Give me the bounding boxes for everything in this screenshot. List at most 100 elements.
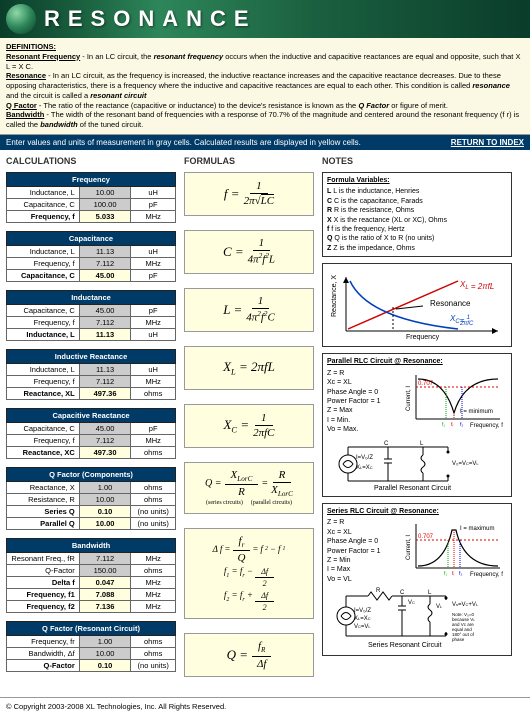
svg-text:Current, I: Current, I bbox=[406, 535, 412, 560]
calculations-column: CALCULATIONS Frequency Inductance, L10.0… bbox=[6, 156, 176, 691]
inductance-title: Inductance bbox=[7, 290, 176, 304]
frequency-c-unit[interactable]: pF bbox=[131, 198, 176, 210]
bw-fr-input[interactable]: 7.112 bbox=[79, 552, 131, 564]
svg-text:f₂: f₂ bbox=[460, 422, 463, 428]
table-row: Inductance, L11.13uH bbox=[7, 363, 176, 375]
table-row: Resonant Freq., fR7.112MHz bbox=[7, 552, 176, 564]
qcomp-x-input[interactable]: 1.00 bbox=[79, 481, 131, 493]
formula-frequency: f =12π√LC bbox=[184, 172, 314, 216]
qcomp-r-input[interactable]: 10.00 bbox=[79, 493, 131, 505]
table-row: Frequency, f7.112MHz bbox=[7, 316, 176, 328]
parallel-line: Phase Angle = 0 bbox=[327, 388, 397, 397]
svg-text:XL=XC: XL=XC bbox=[354, 616, 371, 622]
svg-text:I = minimum: I = minimum bbox=[460, 409, 493, 415]
formulas-column: FORMULAS f =12π√LC C =14π2f2L L =14π2f2C… bbox=[184, 156, 314, 691]
indreact-l-input[interactable]: 11.13 bbox=[79, 363, 131, 375]
var-line: R R is the resistance, Ohms bbox=[327, 206, 507, 215]
capacitance-l-input[interactable]: 11.13 bbox=[79, 245, 131, 257]
series-line: I = Max bbox=[327, 565, 397, 574]
series-circuit-diagram: R VC VLLC I=V₀/ZXL=XCVC=VL Vs=VC+VL Note… bbox=[328, 586, 506, 650]
capreact-c-input[interactable]: 45.00 bbox=[79, 422, 131, 434]
svg-text:Frequency: Frequency bbox=[406, 334, 440, 341]
svg-text:VC=VL: VC=VL bbox=[354, 624, 371, 630]
svg-text:VL: VL bbox=[436, 604, 443, 610]
svg-text:fᵣ: fᵣ bbox=[451, 422, 454, 428]
svg-text:f₂: f₂ bbox=[459, 571, 462, 577]
table-row: Reactance, X1.00ohms bbox=[7, 481, 176, 493]
content-row: CALCULATIONS Frequency Inductance, L10.0… bbox=[0, 150, 530, 697]
series-line: Xc = XL bbox=[327, 528, 397, 537]
parallel-response-chart: 0.707 I = minimum f₁fᵣf₂ Frequency, f Cu… bbox=[404, 371, 504, 429]
svg-text:Reactance, X: Reactance, X bbox=[331, 275, 338, 317]
series-line: Z = Min bbox=[327, 556, 397, 565]
var-line: C C is the capacitance, Farads bbox=[327, 197, 507, 206]
qcirc-fr-input[interactable]: 1.00 bbox=[79, 635, 131, 647]
svg-text:I=V₀/Z: I=V₀/Z bbox=[354, 608, 371, 614]
capacitance-result: 45.00 bbox=[79, 269, 131, 281]
table-row: Capacitance, C45.00pF bbox=[7, 422, 176, 434]
svg-text:C: C bbox=[400, 590, 405, 596]
var-line: Q Q is the ratio of X to R (no units) bbox=[327, 234, 507, 243]
svg-text:L: L bbox=[428, 590, 432, 596]
inductance-result: 11.13 bbox=[79, 328, 131, 340]
table-row: Resistance, R10.00ohms bbox=[7, 493, 176, 505]
var-line: Z Z is the impedance, Ohms bbox=[327, 244, 507, 253]
capreact-f-input[interactable]: 7.112 bbox=[79, 434, 131, 446]
svg-text:L: L bbox=[420, 441, 424, 447]
svg-text:Vs=VC+VL: Vs=VC+VL bbox=[452, 602, 479, 608]
formula-qfactor-circuit: Q =fRΔf bbox=[184, 633, 314, 677]
resonance-chart-box: XL = 2πfL Resonance XC= 12πfC Frequency … bbox=[322, 263, 512, 347]
capacitance-title: Capacitance bbox=[7, 231, 176, 245]
instruction-bar: Enter values and units of measurement in… bbox=[0, 135, 530, 150]
parallel-line: Power Factor = 1 bbox=[327, 397, 397, 406]
svg-text:VC: VC bbox=[408, 600, 415, 606]
svg-text:V₀=VC=VL: V₀=VC=VL bbox=[452, 461, 479, 467]
svg-text:Frequency, f: Frequency, f bbox=[470, 423, 503, 429]
inductance-f-input[interactable]: 7.112 bbox=[79, 316, 131, 328]
svg-text:XL = 2πfL: XL = 2πfL bbox=[459, 280, 494, 291]
table-row: Frequency, f7.112MHz bbox=[7, 434, 176, 446]
table-row: Capacitance, C45.00pF bbox=[7, 304, 176, 316]
svg-text:I=V₀/Z: I=V₀/Z bbox=[356, 455, 373, 461]
indreact-f-input[interactable]: 7.112 bbox=[79, 375, 131, 387]
frequency-c-input[interactable]: 100.00 bbox=[79, 198, 131, 210]
svg-text:0.707: 0.707 bbox=[418, 534, 434, 540]
instruction-text: Enter values and units of measurement in… bbox=[6, 138, 361, 147]
table-row: Capacitance, C100.00pF bbox=[7, 198, 176, 210]
def-bandwidth: Bandwidth - The width of the resonant ba… bbox=[6, 110, 524, 130]
series-line: Vo = VL bbox=[327, 575, 397, 584]
banner-title: RESONANCE bbox=[44, 6, 257, 32]
qcirc-result: 0.10 bbox=[79, 659, 131, 671]
table-row: Inductance, L11.13uH bbox=[7, 245, 176, 257]
def-resonance: Resonance - In an LC circuit, as the fre… bbox=[6, 71, 524, 100]
parallel-rlc-box: Parallel RLC Circuit @ Resonance: Z = R … bbox=[322, 353, 512, 497]
banner-logo bbox=[6, 4, 36, 34]
def-resonant-frequency: Resonant Frequency - In an LC circuit, t… bbox=[6, 52, 524, 72]
svg-text:Current, I: Current, I bbox=[406, 385, 412, 410]
svg-text:I = maximum: I = maximum bbox=[460, 526, 495, 532]
table-row: Frequency, f5.033MHz bbox=[7, 210, 176, 222]
table-row: Q-Factor150.00ohms bbox=[7, 564, 176, 576]
svg-text:Frequency, f: Frequency, f bbox=[470, 572, 503, 578]
notes-heading: NOTES bbox=[322, 156, 512, 166]
table-row: Parallel Q10.00(no units) bbox=[7, 517, 176, 529]
svg-text:Series Resonant Circuit: Series Resonant Circuit bbox=[368, 642, 442, 649]
notes-column: NOTES Formula Variables: L L is the indu… bbox=[322, 156, 512, 691]
capacitance-f-input[interactable]: 7.112 bbox=[79, 257, 131, 269]
qcirc-df-input[interactable]: 10.00 bbox=[79, 647, 131, 659]
bw-q-input[interactable]: 150.00 bbox=[79, 564, 131, 576]
resonance-chart: XL = 2πfL Resonance XC= 12πfC Frequency … bbox=[328, 269, 506, 341]
table-row: Reactance, XL497.36ohms bbox=[7, 387, 176, 399]
table-row: Reactance, XC497.30ohms bbox=[7, 446, 176, 458]
frequency-title: Frequency bbox=[7, 172, 176, 186]
table-row: Frequency, fr1.00ohms bbox=[7, 635, 176, 647]
frequency-l-unit[interactable]: uH bbox=[131, 186, 176, 198]
return-to-index-link[interactable]: RETURN TO INDEX bbox=[451, 138, 524, 147]
inductance-c-input[interactable]: 45.00 bbox=[79, 304, 131, 316]
definitions-panel: DEFINITIONS: Resonant Frequency - In an … bbox=[0, 38, 530, 135]
svg-text:f₁: f₁ bbox=[444, 571, 447, 577]
definitions-heading: DEFINITIONS: bbox=[6, 42, 524, 52]
formulas-heading: FORMULAS bbox=[184, 156, 314, 166]
frequency-l-input[interactable]: 10.00 bbox=[79, 186, 131, 198]
parallel-line: Xc = XL bbox=[327, 378, 397, 387]
